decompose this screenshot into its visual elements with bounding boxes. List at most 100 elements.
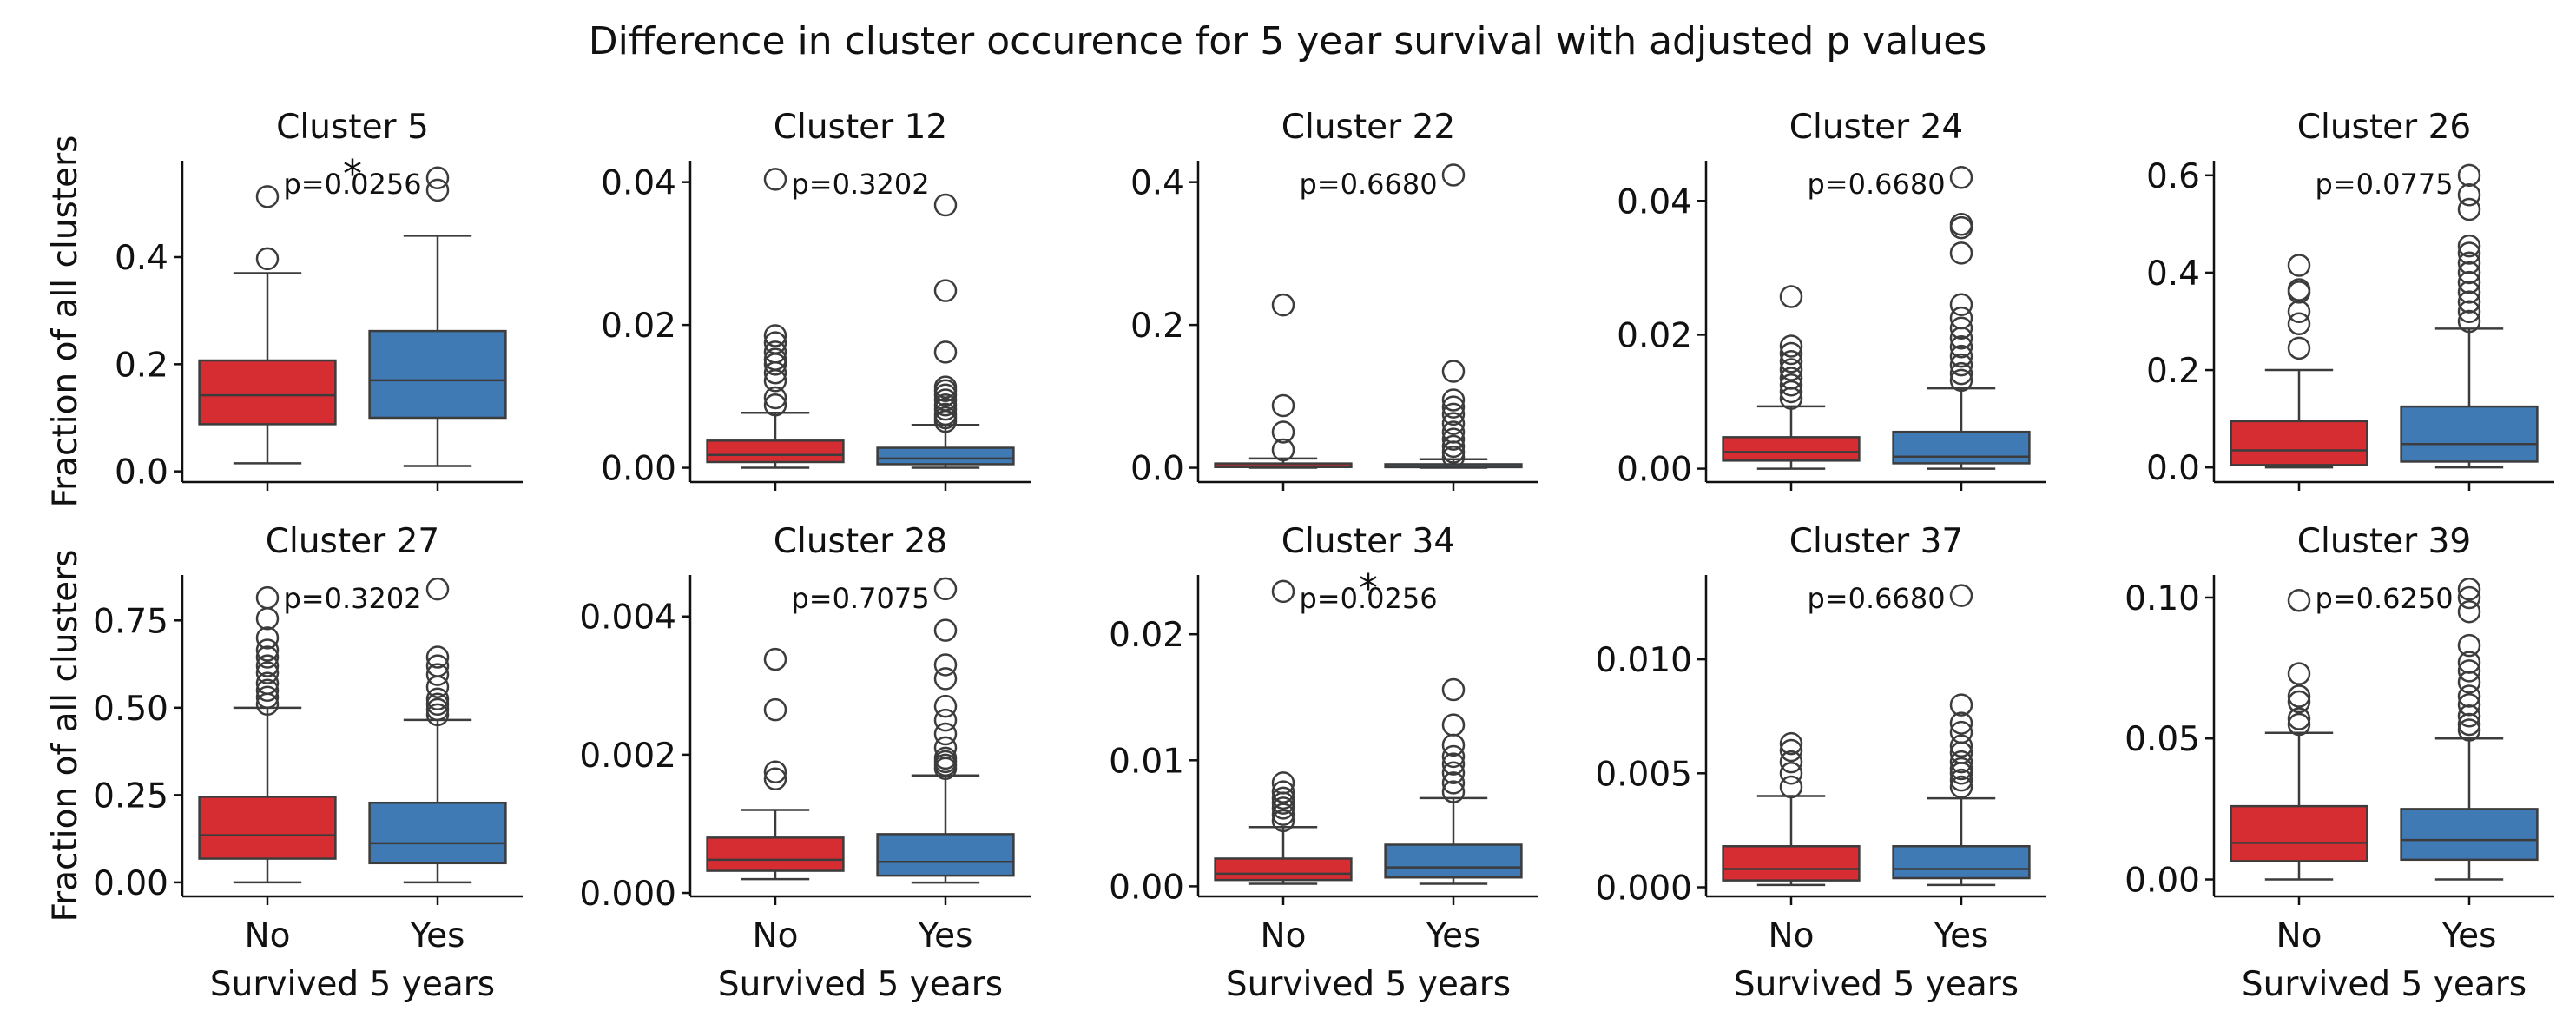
outlier-point — [255, 661, 280, 684]
y-tick-label: 0.000 — [1595, 869, 1692, 909]
outlier-point — [2457, 182, 2481, 207]
outlier-point — [1779, 738, 1803, 763]
outlier-point — [1779, 350, 1803, 373]
outlier-point — [1271, 786, 1295, 810]
x-tick-label: Yes — [918, 916, 973, 955]
p-value-annotation: p=0.3202 — [791, 168, 929, 201]
box-yes — [1892, 166, 2031, 470]
outlier-point — [1441, 395, 1466, 419]
outlier-point — [1271, 420, 1295, 444]
box-iqr — [368, 329, 507, 420]
box-no — [706, 647, 845, 881]
outlier-point — [1779, 750, 1803, 774]
outlier-point — [763, 347, 787, 371]
outlier-point — [763, 386, 787, 410]
outlier-point — [1779, 373, 1803, 397]
outlier-point — [2457, 659, 2481, 683]
x-tick-label: No — [752, 916, 798, 955]
box-yes — [368, 166, 507, 467]
outlier-point — [1271, 780, 1295, 803]
y-tick-label: 0.75 — [93, 602, 168, 641]
outlier-point — [2287, 684, 2311, 708]
outlier-point — [763, 647, 787, 671]
box-yes — [1892, 584, 2031, 887]
y-tick-label: 0.02 — [1109, 616, 1184, 655]
y-tick-label: 0.25 — [93, 777, 168, 816]
box-iqr — [2400, 808, 2539, 862]
y-tick-label: 0.0 — [1130, 450, 1184, 489]
y-tick-label: 0.4 — [1130, 164, 1184, 203]
outlier-point — [1779, 731, 1803, 756]
outlier-point — [1779, 762, 1803, 785]
outlier-point — [1441, 761, 1466, 785]
outlier-point — [1949, 775, 1973, 799]
box-iqr — [706, 836, 845, 872]
y-tick-label: 0.05 — [2125, 720, 2200, 759]
subplot-title: Cluster 22 — [1281, 108, 1455, 147]
p-value-annotation: p=0.0775 — [2315, 168, 2453, 201]
outlier-point — [2457, 300, 2481, 324]
x-axis-label: Survived 5 years — [1734, 965, 2019, 1004]
outlier-point — [2287, 662, 2311, 685]
outlier-point — [763, 168, 787, 191]
outlier-point — [1441, 402, 1466, 426]
p-value-annotation: p=0.6680 — [1299, 168, 1437, 201]
outlier-point — [933, 736, 958, 760]
outlier-point — [2457, 197, 2481, 221]
subplot-title: Cluster 28 — [774, 522, 947, 561]
subplot-title: Cluster 12 — [774, 108, 947, 147]
outlier-point — [1441, 388, 1466, 412]
outlier-point — [255, 678, 280, 702]
box-yes — [876, 193, 1015, 469]
y-tick-label: 0.4 — [115, 239, 168, 278]
subplot-cluster-22: Cluster 22 0.0 0.2 0.4 p=0.6680 — [1130, 108, 1538, 491]
outlier-point — [1441, 434, 1466, 459]
outlier-point — [1949, 212, 1973, 236]
outlier-point — [2457, 309, 2481, 334]
outlier-point — [2457, 633, 2481, 658]
p-value-annotation: p=0.3202 — [283, 582, 421, 615]
outlier-point — [1949, 361, 1973, 386]
outlier-point — [2287, 707, 2311, 730]
outlier-point — [2287, 300, 2311, 324]
outlier-point — [2287, 588, 2311, 612]
outlier-point — [933, 340, 958, 364]
box-iqr — [368, 801, 507, 865]
outlier-point — [933, 193, 958, 217]
subplot-title: Cluster 27 — [266, 522, 439, 561]
outlier-point — [1949, 293, 1973, 316]
outlier-point — [1779, 285, 1803, 308]
significance-star: * — [1359, 566, 1378, 611]
p-value-annotation: p=0.6680 — [1807, 582, 1945, 615]
outlier-point — [255, 671, 280, 695]
outlier-point — [1949, 720, 1973, 744]
box-no — [198, 185, 337, 465]
outlier-point — [2457, 234, 2481, 258]
subplot-title: Cluster 26 — [2297, 108, 2471, 147]
outlier-point — [2457, 261, 2481, 285]
outlier-point — [933, 388, 958, 412]
box-iqr — [1214, 857, 1353, 882]
outlier-point — [2457, 281, 2481, 304]
y-tick-label: 0.04 — [601, 164, 676, 203]
outlier-point — [2287, 278, 2311, 301]
outlier-point — [1949, 584, 1973, 607]
outlier-point — [425, 687, 450, 711]
box-yes — [1384, 677, 1523, 885]
x-tick-label: Yes — [410, 916, 465, 955]
outlier-point — [2457, 290, 2481, 314]
y-tick-label: 0.10 — [2125, 579, 2200, 618]
box-no — [1722, 731, 1861, 887]
p-value-annotation: p=0.0256 — [283, 168, 421, 201]
y-tick-label: 0.00 — [93, 864, 168, 903]
outlier-point — [1271, 796, 1295, 820]
outlier-point — [1949, 335, 1973, 359]
y-tick-label: 0.000 — [579, 875, 676, 914]
x-tick-label: No — [244, 916, 290, 955]
y-tick-label: 0.010 — [1595, 641, 1692, 680]
box-yes — [2400, 577, 2539, 881]
subplot-cluster-39: Cluster 39 0.00 0.05 0.10 No Yes p=0.6250 Survi… — [2125, 522, 2554, 1004]
x-axis-label: Survived 5 years — [1226, 965, 1511, 1004]
box-no — [198, 585, 337, 884]
outlier-point — [2457, 712, 2481, 737]
